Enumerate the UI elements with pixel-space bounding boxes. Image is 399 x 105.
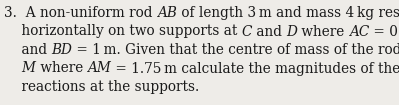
Text: D: D	[286, 24, 297, 39]
Text: where: where	[297, 24, 349, 39]
Text: M: M	[22, 62, 36, 75]
Text: = 0.5 m: = 0.5 m	[369, 24, 399, 39]
Text: AM: AM	[87, 62, 111, 75]
Text: AC: AC	[349, 24, 369, 39]
Text: = 1 m. Given that the centre of mass of the rod is at: = 1 m. Given that the centre of mass of …	[72, 43, 399, 57]
Text: AB: AB	[157, 6, 177, 20]
Text: and: and	[252, 24, 286, 39]
Text: C: C	[242, 24, 252, 39]
Text: of length 3 m and mass 4 kg rests: of length 3 m and mass 4 kg rests	[177, 6, 399, 20]
Text: A non-uniform rod: A non-uniform rod	[17, 6, 157, 20]
Text: horizontally on two supports at: horizontally on two supports at	[4, 24, 242, 39]
Text: reactions at the supports.: reactions at the supports.	[4, 80, 199, 94]
Text: 3.: 3.	[4, 6, 17, 20]
Text: = 1.75 m calculate the magnitudes of the: = 1.75 m calculate the magnitudes of the	[111, 62, 399, 75]
Text: where: where	[36, 62, 87, 75]
Text: and: and	[4, 43, 51, 57]
Text: BD: BD	[51, 43, 72, 57]
